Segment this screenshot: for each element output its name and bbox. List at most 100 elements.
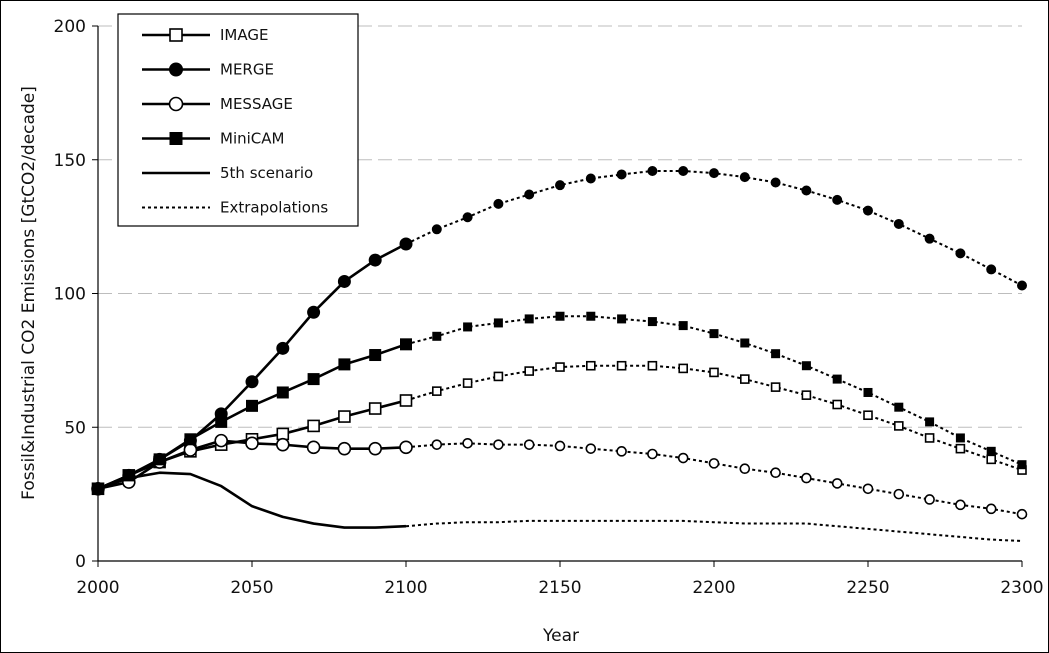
extrapolation-point (955, 248, 966, 259)
extrapolation-point (524, 189, 535, 200)
extrapolation-point (831, 478, 843, 489)
legend-item: MERGE (142, 61, 274, 79)
legend-label: MERGE (220, 61, 274, 79)
extrapolation-point (955, 443, 966, 454)
extrapolation-point (432, 331, 442, 341)
data-point (338, 410, 351, 423)
extrapolation-point (493, 318, 503, 328)
extrapolation-point (709, 367, 719, 378)
data-point (307, 419, 320, 433)
extrapolation-point (862, 483, 874, 495)
legend-item: MESSAGE (142, 95, 293, 113)
extrapolation-point (493, 439, 504, 450)
extrapolation-point (493, 198, 504, 209)
extrapolation-point (678, 363, 689, 374)
data-point (400, 338, 412, 351)
y-tick-label: 200 (54, 17, 86, 37)
extrapolation-point (893, 218, 904, 229)
data-point (122, 469, 135, 482)
data-point (214, 433, 228, 448)
extrapolation-point (924, 433, 935, 443)
legend-label: IMAGE (220, 26, 268, 44)
extrapolation-point (925, 417, 935, 427)
extrapolation-point (555, 180, 565, 191)
extrapolation-point (770, 467, 781, 479)
extrapolation-point (955, 433, 965, 443)
legend: IMAGE MERGE MESSAGE MiniCAM 5th scenario Extr… (117, 13, 359, 227)
extrapolation-point (801, 185, 812, 196)
extrapolation-point (431, 439, 443, 450)
extrapolation-point (493, 371, 504, 382)
extrapolation-point (894, 402, 904, 412)
data-point (215, 415, 228, 428)
extrapolation-point (863, 387, 873, 397)
legend-marker (168, 96, 184, 112)
extrapolation-point (586, 311, 596, 321)
extrapolation-point (431, 224, 442, 235)
extrapolation-point (986, 264, 997, 275)
x-axis-title: Year (542, 626, 579, 646)
series-line (97, 242, 407, 490)
extrapolation-point (739, 463, 751, 475)
data-point (368, 253, 382, 267)
data-point (307, 305, 321, 319)
x-tick-label: 2050 (230, 578, 273, 598)
extrapolation-point (647, 360, 658, 371)
series-5th-scenario (97, 471, 1023, 542)
extrapolation-point (770, 382, 781, 392)
extrapolation-point (739, 374, 750, 384)
extrapolation-point (678, 321, 688, 331)
extrapolation-point (893, 421, 904, 431)
legend-box (117, 13, 359, 227)
data-point (246, 399, 258, 412)
data-point (183, 443, 198, 457)
extrapolation-point (524, 366, 535, 376)
y-axis-title: Fossil&Industrial CO2 Emissions [GtCO2/d… (19, 86, 39, 500)
data-point (307, 373, 320, 386)
extrapolation-point (1017, 280, 1027, 291)
axes: 0 50 100 150 200 2000 2050 2100 2150 2200 2250 2300 (54, 17, 1044, 598)
extrapolation-point (617, 314, 627, 324)
extrapolation-point (955, 499, 966, 511)
extrapolation-point (1016, 508, 1028, 520)
series-line (97, 343, 407, 490)
extrapolation-point (863, 205, 873, 216)
extrapolation-point (678, 165, 689, 176)
extrapolation-point (1017, 460, 1027, 470)
data-point (338, 358, 351, 371)
data-point (276, 386, 289, 399)
extrapolation-point (462, 378, 473, 388)
data-point (399, 440, 413, 455)
data-point (276, 427, 290, 441)
x-tick-label: 2300 (1000, 578, 1043, 598)
extrapolation-point (555, 311, 565, 321)
y-tick-label: 100 (54, 285, 86, 305)
y-tick-label: 50 (64, 418, 86, 438)
series-minicam (92, 311, 1027, 495)
data-point (399, 237, 413, 251)
extrapolation-point (985, 503, 997, 515)
extrapolation-point (770, 177, 781, 188)
extrapolation-point (740, 338, 750, 348)
extrapolation-point (863, 410, 873, 421)
legend-item: 5th scenario (142, 164, 313, 182)
data-point (368, 402, 382, 415)
extrapolation-point (647, 448, 658, 460)
x-tick-label: 2150 (538, 578, 581, 598)
legend-item: Extrapolations (142, 199, 328, 217)
extrapolation-point (585, 360, 596, 371)
extrapolation-point (616, 360, 627, 371)
x-tick-label: 2200 (692, 578, 735, 598)
extrapolation-point (647, 317, 657, 327)
extrapolation-line (405, 169, 1023, 287)
extrapolation-point (986, 446, 996, 456)
legend-label: MESSAGE (220, 95, 293, 113)
y-tick-label: 0 (75, 552, 86, 572)
extrapolation-point (801, 472, 812, 484)
extrapolation-point (986, 454, 997, 465)
y-tick-label: 150 (54, 151, 86, 171)
extrapolation-point (462, 212, 473, 223)
extrapolation-point (431, 386, 442, 396)
extrapolation-point (801, 390, 812, 400)
extrapolation-point (924, 233, 935, 244)
